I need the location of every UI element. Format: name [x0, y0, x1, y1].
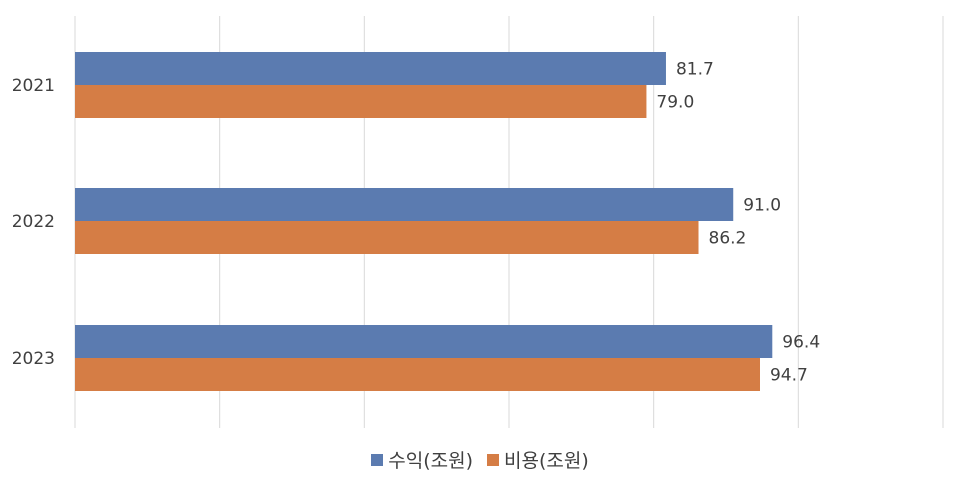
- data-label: 81.7: [676, 60, 714, 80]
- bar-cost: [75, 85, 647, 118]
- legend-label-revenue: 수익(조원): [388, 450, 473, 472]
- legend-swatch-cost: [487, 453, 499, 466]
- bar-revenue: [75, 188, 734, 221]
- bars: [75, 52, 773, 391]
- data-labels: 81.7 79.0 91.0 86.2 96.4 94.7: [656, 60, 820, 386]
- data-label: 94.7: [770, 366, 808, 386]
- legend-label-cost: 비용(조원): [504, 450, 589, 472]
- category-label: 2021: [12, 76, 55, 96]
- data-label: 86.2: [709, 229, 747, 249]
- category-label: 2022: [12, 212, 55, 232]
- bar-cost: [75, 358, 760, 391]
- bar-chart: 2021 2022 2023 81.7 79.0 91.0 86.2 96.4 94.7: [12, 16, 944, 428]
- legend-item-cost: 비용(조원): [487, 446, 589, 473]
- bar-cost: [75, 221, 699, 254]
- bar-revenue: [75, 52, 666, 85]
- category-label: 2023: [12, 349, 55, 369]
- category-axis-labels: 2021 2022 2023: [12, 76, 55, 369]
- legend-swatch-revenue: [371, 453, 384, 466]
- data-label: 79.0: [656, 93, 694, 113]
- legend-item-revenue: 수익(조원): [371, 446, 473, 473]
- legend: 수익(조원) 비용(조원): [0, 446, 960, 473]
- bar-revenue: [75, 325, 773, 358]
- data-label: 91.0: [743, 196, 781, 216]
- data-label: 96.4: [782, 333, 820, 353]
